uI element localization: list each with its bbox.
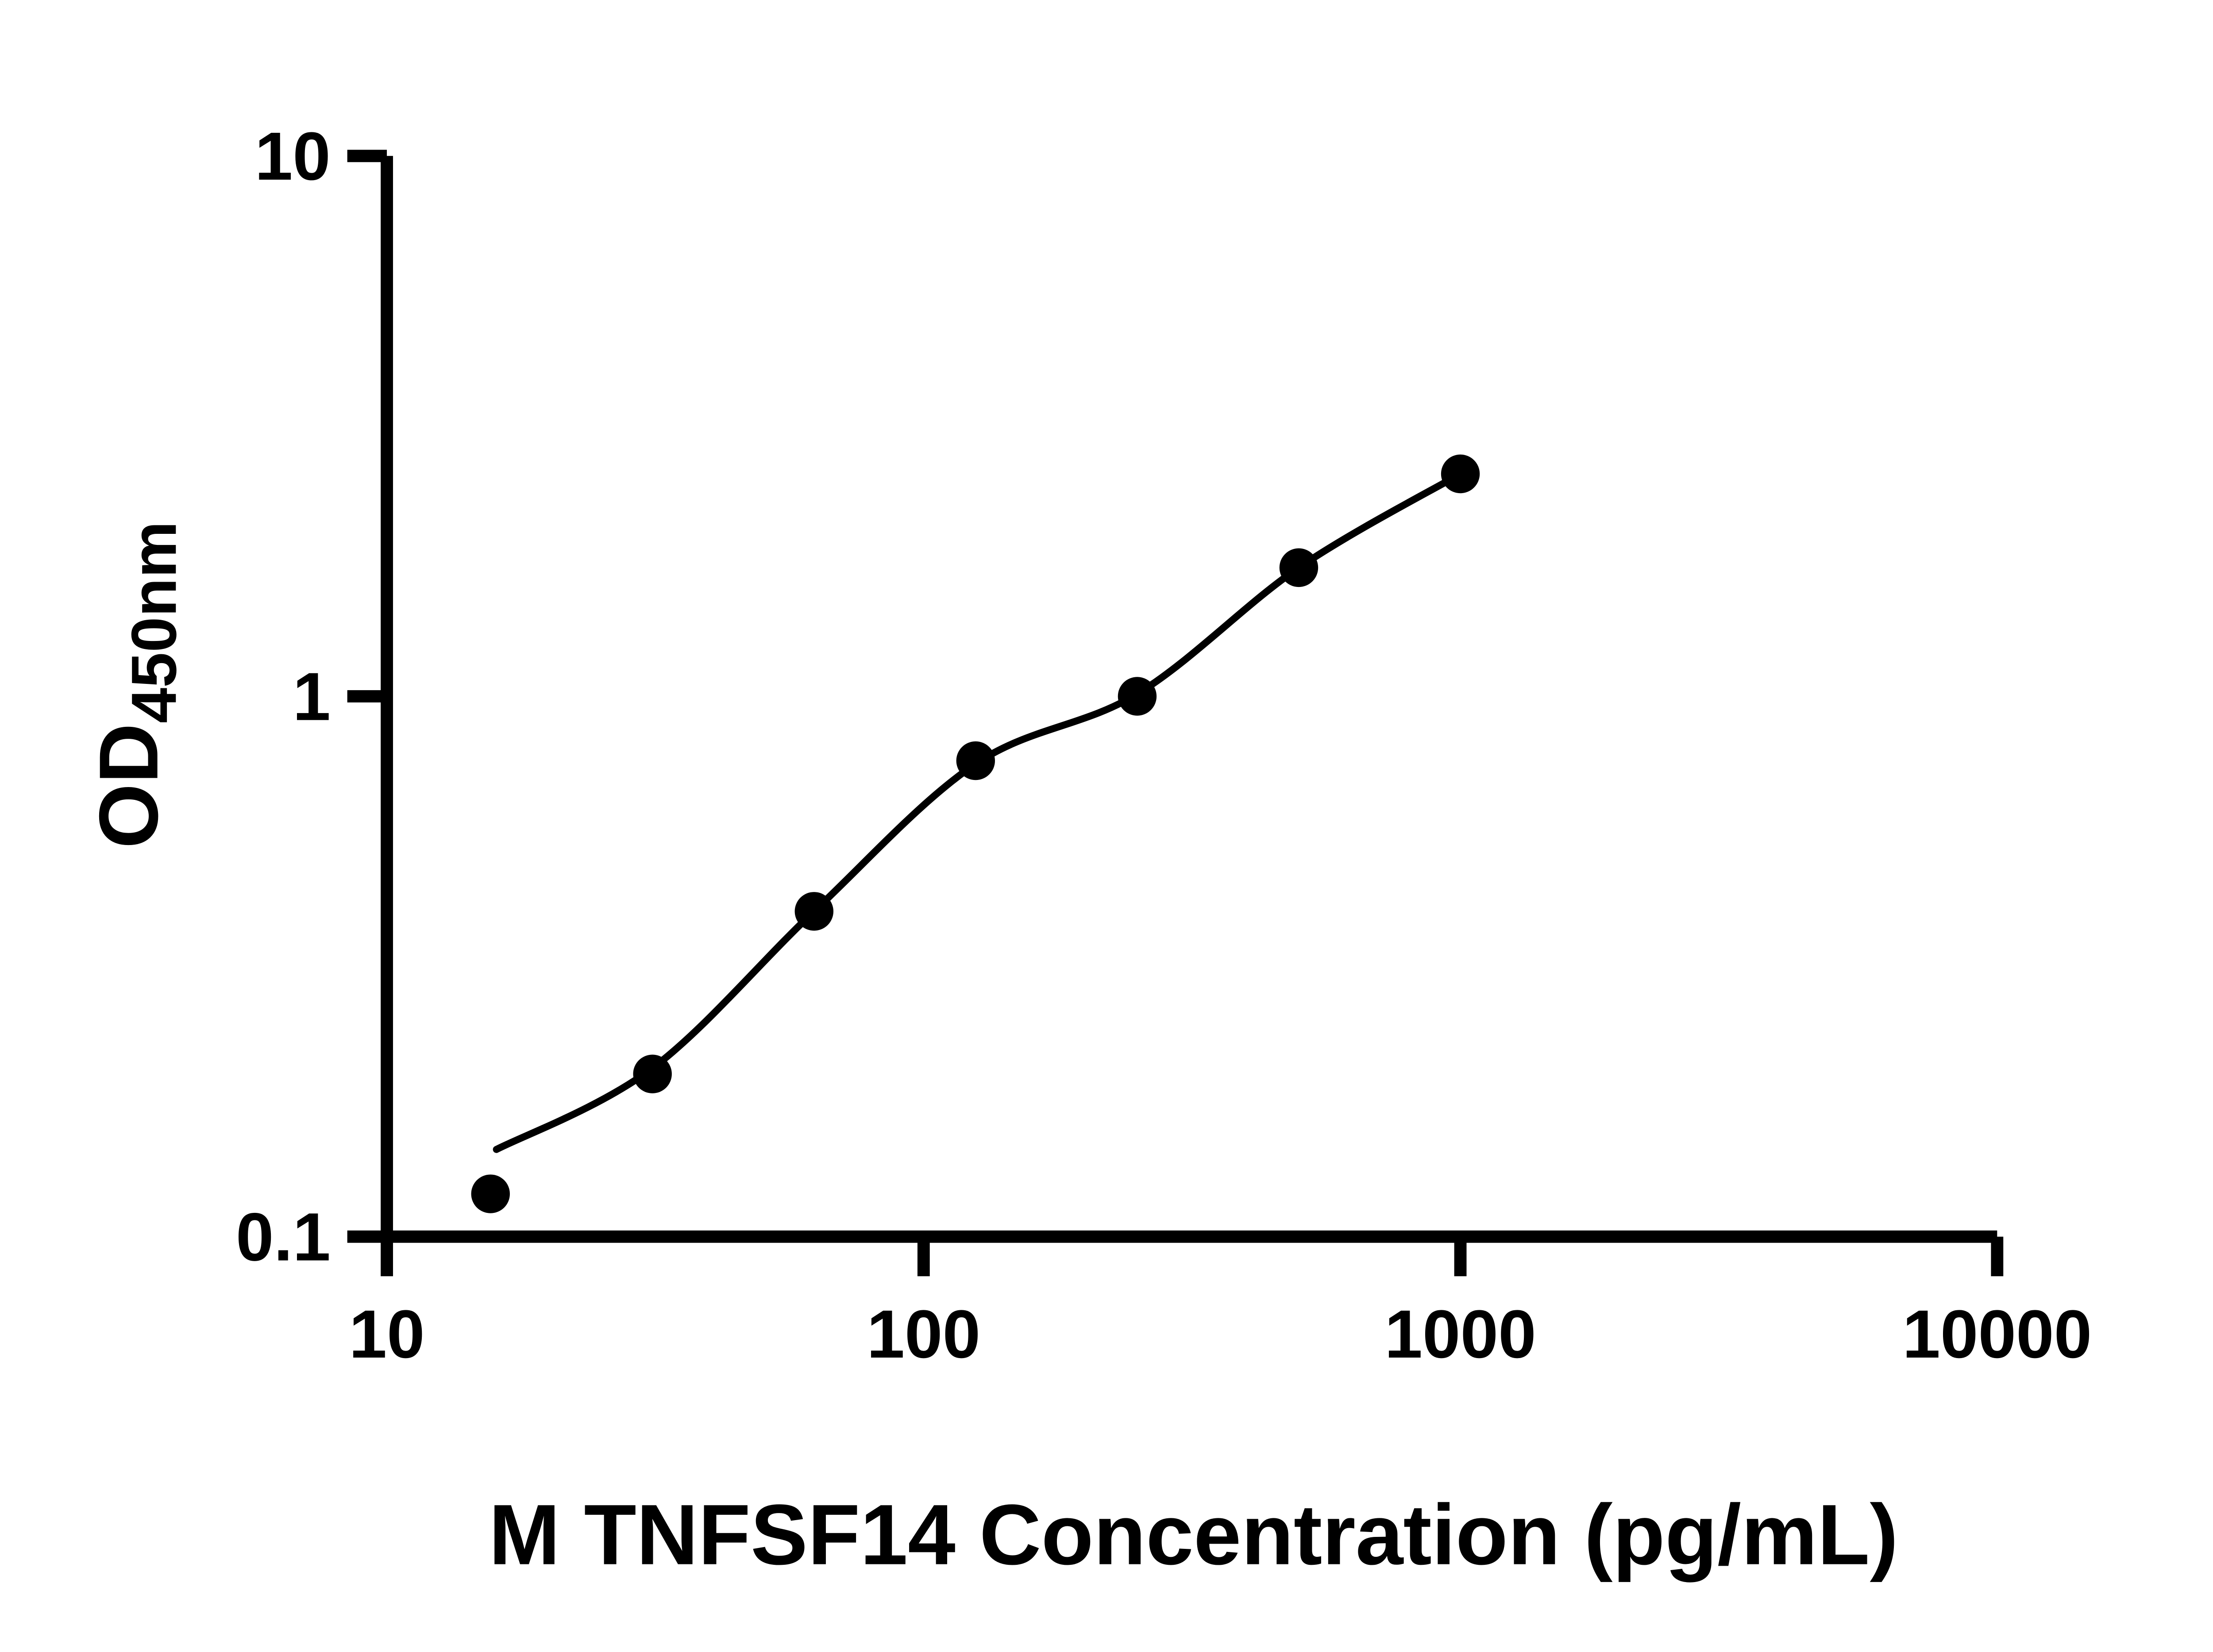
x-axis-title: M TNFSF14 Concentration (pg/mL) bbox=[489, 1487, 1898, 1583]
x-tick-label: 10000 bbox=[1902, 1296, 2092, 1372]
y-tick-label: 10 bbox=[255, 118, 331, 194]
y-tick-label: 1 bbox=[293, 659, 331, 735]
x-tick-label: 100 bbox=[867, 1296, 980, 1372]
x-tick-label: 10 bbox=[349, 1296, 424, 1372]
axes-frame bbox=[381, 156, 1997, 1243]
y-axis-title-subscript: 450nm bbox=[118, 521, 189, 723]
fit-curve bbox=[493, 470, 1464, 1153]
data-point bbox=[471, 1174, 510, 1213]
y-axis-title: OD450nm bbox=[82, 521, 190, 848]
plot-layer: 10 100 1000 10000 0.1 1 10 bbox=[236, 118, 2092, 1372]
x-tick-label: 1000 bbox=[1384, 1296, 1536, 1372]
y-tick-label: 0.1 bbox=[236, 1199, 331, 1275]
y-axis-title-base: OD bbox=[82, 723, 175, 849]
